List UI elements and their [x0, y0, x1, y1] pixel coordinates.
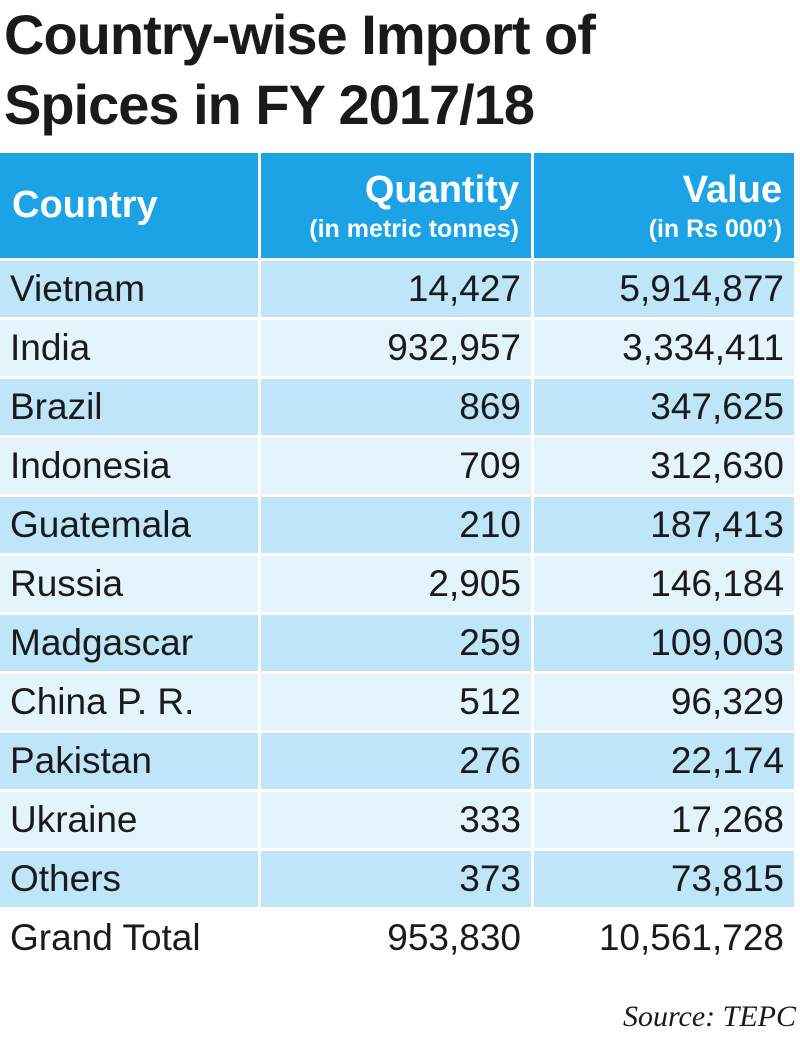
column-header-quantity: Quantity (in metric tonnes) — [261, 153, 531, 258]
grand-total-row: Grand Total 953,830 10,561,728 — [0, 910, 794, 966]
table-body: Vietnam 14,427 5,914,877 India 932,957 3,334,… — [0, 261, 794, 966]
column-header-value-label: Value — [682, 168, 782, 211]
chart-title: Country-wise Import of Spices in FY 2017… — [4, 0, 794, 140]
quantity-cell: 932,957 — [261, 320, 531, 376]
title-line-2: Spices in FY 2017/18 — [4, 73, 535, 136]
column-header-country: Country — [0, 153, 258, 258]
country-cell: Pakistan — [0, 733, 258, 789]
column-header-quantity-label: Quantity — [364, 168, 519, 211]
quantity-cell: 709 — [261, 438, 531, 494]
value-cell: 109,003 — [534, 615, 794, 671]
import-table: Country Quantity (in metric tonnes) Valu… — [0, 150, 797, 969]
source-note: Source: TEPC — [622, 1000, 796, 1033]
column-header-quantity-unit: (in metric tonnes) — [309, 214, 519, 243]
quantity-cell: 276 — [261, 733, 531, 789]
quantity-cell: 210 — [261, 497, 531, 553]
table-row: Ukraine 333 17,268 — [0, 792, 794, 848]
country-cell: Vietnam — [0, 261, 258, 317]
quantity-cell: 512 — [261, 674, 531, 730]
title-line-1: Country-wise Import of — [4, 3, 596, 66]
table-row: Russia 2,905 146,184 — [0, 556, 794, 612]
table-row: Pakistan 276 22,174 — [0, 733, 794, 789]
header-row: Country Quantity (in metric tonnes) Valu… — [0, 153, 794, 258]
country-cell: Guatemala — [0, 497, 258, 553]
column-header-value-unit: (in Rs 000’) — [648, 214, 782, 243]
country-cell: Russia — [0, 556, 258, 612]
table-row: Others 373 73,815 — [0, 851, 794, 907]
table-row: Indonesia 709 312,630 — [0, 438, 794, 494]
table-row: Madgascar 259 109,003 — [0, 615, 794, 671]
column-header-value: Value (in Rs 000’) — [534, 153, 794, 258]
quantity-cell: 2,905 — [261, 556, 531, 612]
value-cell: 187,413 — [534, 497, 794, 553]
value-cell: 3,334,411 — [534, 320, 794, 376]
quantity-cell: 259 — [261, 615, 531, 671]
quantity-cell: 869 — [261, 379, 531, 435]
column-header-country-label: Country — [12, 184, 158, 226]
table-row: Brazil 869 347,625 — [0, 379, 794, 435]
value-cell: 17,268 — [534, 792, 794, 848]
value-cell: 312,630 — [534, 438, 794, 494]
country-cell: China P. R. — [0, 674, 258, 730]
value-cell: 73,815 — [534, 851, 794, 907]
table-row: China P. R. 512 96,329 — [0, 674, 794, 730]
quantity-cell: 373 — [261, 851, 531, 907]
country-cell: India — [0, 320, 258, 376]
value-cell: 96,329 — [534, 674, 794, 730]
quantity-cell: 333 — [261, 792, 531, 848]
quantity-cell: 14,427 — [261, 261, 531, 317]
value-cell: 10,561,728 — [534, 910, 794, 966]
country-cell: Others — [0, 851, 258, 907]
table-row: Guatemala 210 187,413 — [0, 497, 794, 553]
quantity-cell: 953,830 — [261, 910, 531, 966]
value-cell: 347,625 — [534, 379, 794, 435]
value-cell: 5,914,877 — [534, 261, 794, 317]
country-cell: Madgascar — [0, 615, 258, 671]
value-cell: 22,174 — [534, 733, 794, 789]
country-cell: Indonesia — [0, 438, 258, 494]
table-row: India 932,957 3,334,411 — [0, 320, 794, 376]
value-cell: 146,184 — [534, 556, 794, 612]
country-cell: Ukraine — [0, 792, 258, 848]
country-cell: Brazil — [0, 379, 258, 435]
country-cell: Grand Total — [0, 910, 258, 966]
table-row: Vietnam 14,427 5,914,877 — [0, 261, 794, 317]
